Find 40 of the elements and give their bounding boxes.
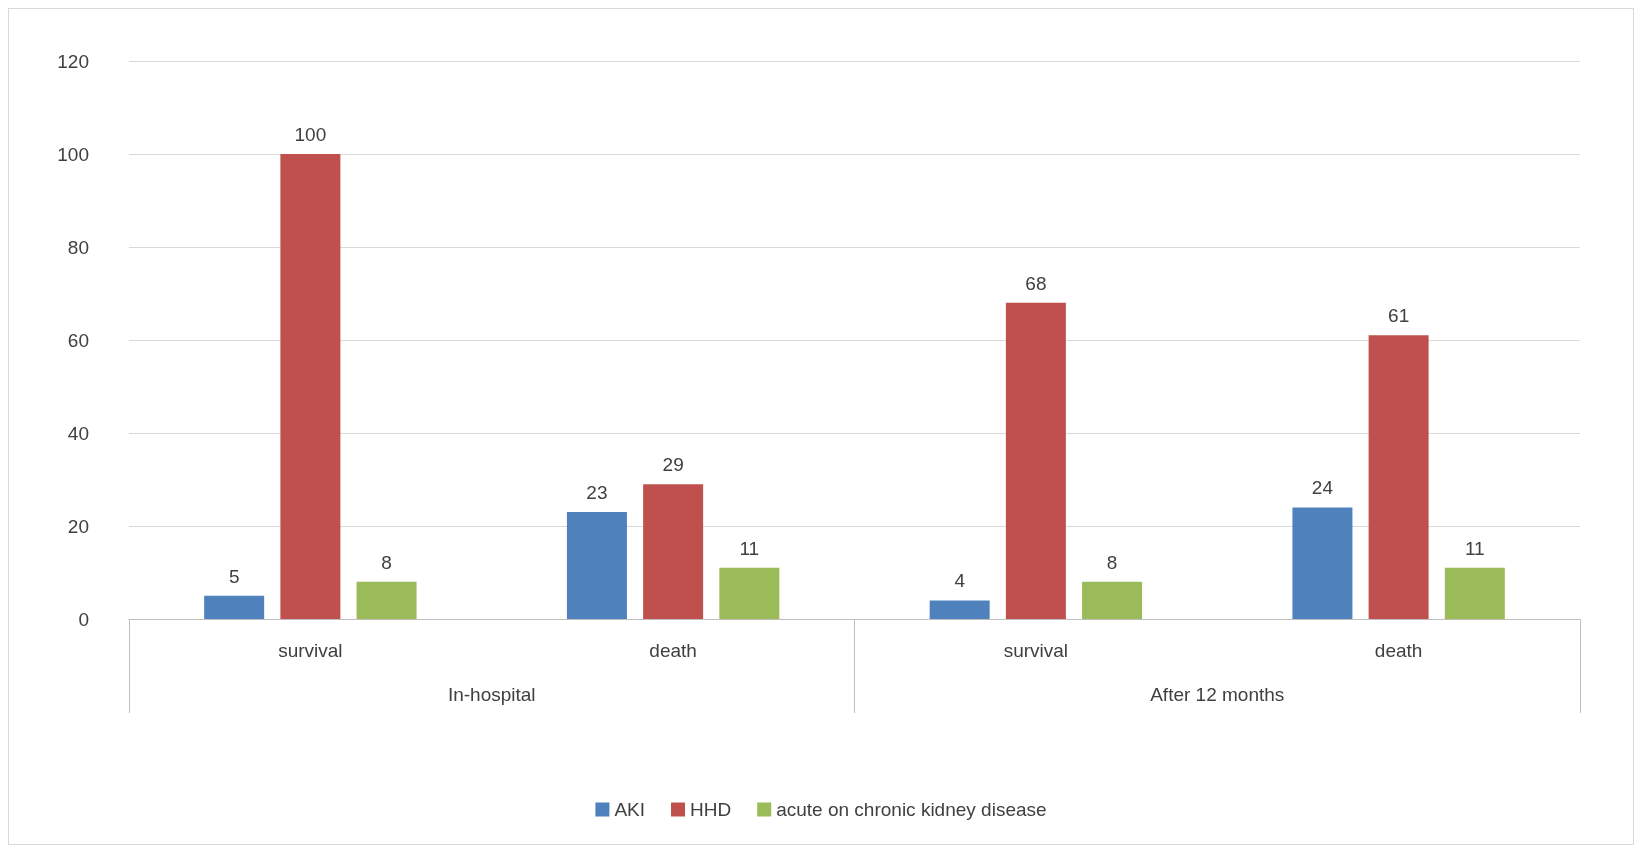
data-label: 100: [294, 124, 327, 145]
y-tick-label: 120: [57, 50, 89, 72]
data-label: 4: [954, 570, 966, 592]
data-label: 61: [1388, 305, 1410, 327]
y-tick-label: 40: [67, 422, 89, 444]
data-label: 29: [662, 454, 684, 476]
bar: [1005, 302, 1066, 619]
x-tick-label: death: [1374, 640, 1423, 661]
data-label: 5: [228, 565, 240, 587]
y-tick-label: 20: [67, 515, 89, 537]
x-tick-label: survival: [278, 640, 343, 661]
text: In-hospital: [447, 684, 536, 705]
legend-label: acute on chronic kidney disease: [776, 799, 1047, 820]
y-tick-label: 80: [67, 236, 89, 258]
data-label: 8: [1106, 551, 1118, 573]
data-label: 11: [1464, 537, 1485, 559]
data-label: 8: [381, 551, 392, 573]
text: After 12 months: [1150, 684, 1285, 705]
bar: [280, 154, 341, 619]
y-tick-label: 100: [57, 143, 89, 165]
x-tick-label: survival: [1003, 640, 1069, 661]
y-tick-label: 0: [78, 608, 89, 630]
bar: [204, 595, 265, 619]
data-label: 11: [739, 537, 760, 559]
bar: [356, 581, 417, 619]
bar: [566, 512, 627, 619]
bar: [719, 567, 780, 619]
bar: [1444, 567, 1505, 619]
bar: [1082, 581, 1143, 619]
data-label: 23: [586, 482, 608, 504]
legend-label: AKI: [614, 799, 646, 820]
bar: [1368, 335, 1429, 619]
legend-label: HHD: [690, 799, 732, 820]
bar: [929, 600, 990, 619]
y-tick-label: 60: [67, 329, 89, 351]
x-tick-label: death: [649, 640, 697, 661]
data-label: 68: [1025, 272, 1047, 294]
bar: [1292, 507, 1353, 619]
bar: [643, 484, 704, 619]
data-label: 24: [1311, 477, 1334, 499]
